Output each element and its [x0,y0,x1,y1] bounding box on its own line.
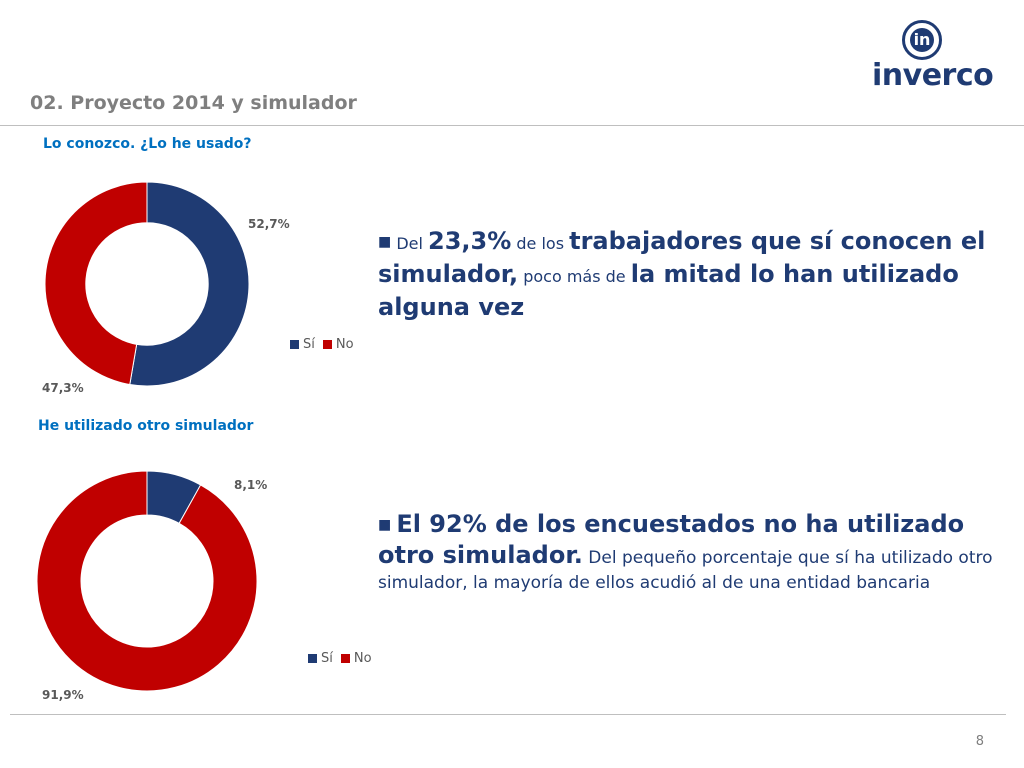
chart1-legend-no: No [322,337,354,352]
chart1-slice-si [129,181,250,387]
chart1-legend-si: Sí [290,337,315,352]
text-block-1: ■ Del 23,3% de los trabajadores que sí c… [378,226,998,325]
text1-part6: la mitad lo han utilizado alguna vez [378,260,959,321]
text2-part2: Del pequeño porcentaje que sí ha utiliza… [378,548,993,593]
bullet-icon: ■ [378,234,392,250]
text1-part2: 23,3% [428,227,512,255]
chart2-legend-si: Sí [308,651,333,666]
legend-swatch-no [340,654,350,663]
chart2-label-si: 8,1% [234,478,268,492]
chart2-legend-si-label: Sí [321,651,333,666]
chart1-slice-no [44,181,148,386]
chart2-legend-no-label: No [353,651,372,666]
footer-divider [10,714,1006,715]
chart2-legend-no: No [340,651,372,666]
chart2-slice-no [36,470,258,692]
inverco-logo: in inverco [870,20,994,93]
chart2-legend: Sí No [308,651,380,666]
legend-swatch-si [308,654,317,663]
logo-mark: in [910,28,934,52]
chart1-legend-si-label: Sí [303,337,315,352]
text1-part5: poco más de [518,267,631,286]
chart2-title: He utilizado otro simulador [38,418,254,434]
chart1-legend: Sí No [290,337,362,352]
legend-swatch-no [322,340,332,349]
chart1-title: Lo conozco. ¿Lo he usado? [43,136,252,152]
text1-part4: trabajadores que sí conocen el simulador… [378,227,986,288]
chart2-donut [36,470,258,692]
chart1-donut [44,181,250,387]
header-divider [0,125,1024,126]
text1-part3: de los [511,234,570,253]
logo-circle-icon: in [902,20,942,60]
chart2-label-no: 91,9% [42,688,84,702]
text1-part1: Del [396,234,429,253]
logo-text: inverco [872,58,994,93]
chart1-label-no: 47,3% [42,381,84,395]
text-block-2: ■ El 92% de los encuestados no ha utiliz… [378,509,998,596]
page-number: 8 [975,734,984,749]
chart1-legend-no-label: No [335,337,354,352]
slide-title: 02. Proyecto 2014 y simulador [30,92,357,114]
chart1-label-si: 52,7% [248,217,290,231]
bullet-icon: ■ [378,517,392,533]
legend-swatch-si [290,340,299,349]
text2-part1: El 92% de los encuestados no ha utilizad… [378,510,965,569]
